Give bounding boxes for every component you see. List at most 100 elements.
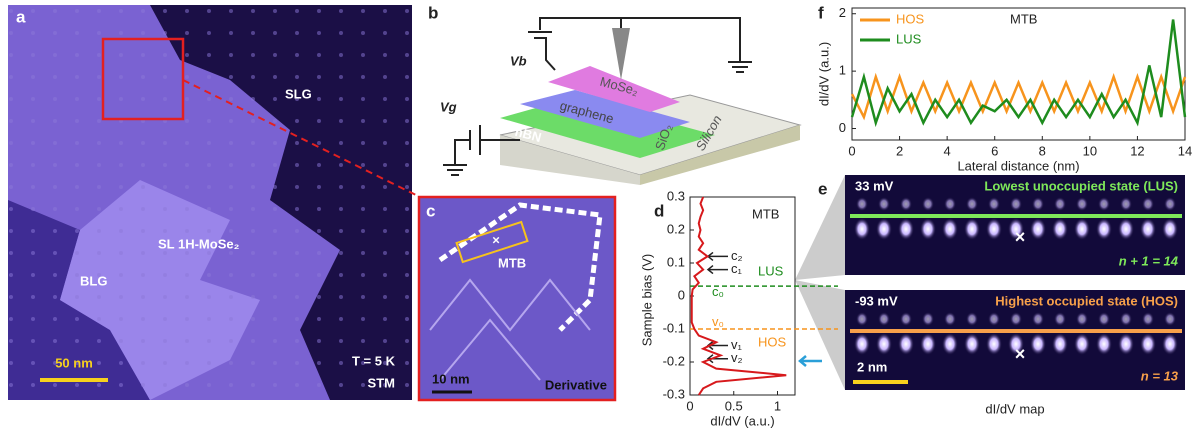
- blob: [1140, 333, 1156, 355]
- tip: [612, 28, 630, 80]
- mode: Derivative: [545, 377, 607, 392]
- x-tick-label: 0: [848, 143, 855, 158]
- blob: [922, 312, 934, 326]
- y-tick-label: -0.1: [663, 320, 685, 335]
- legend-label: HOS: [896, 11, 925, 26]
- map-features: [854, 197, 1178, 355]
- state: Lowest unoccupied state (LUS): [984, 178, 1178, 193]
- annotation-label: c₀: [712, 284, 724, 299]
- blob: [966, 312, 978, 326]
- blob: [1074, 333, 1090, 355]
- blob: [1162, 333, 1178, 355]
- blob: [1010, 312, 1022, 326]
- state: Highest occupied state (HOS): [995, 293, 1178, 308]
- blob: [1118, 333, 1134, 355]
- y-tick-label: 0: [678, 287, 685, 302]
- annotation-arrow: [706, 251, 728, 261]
- mose2-layer: [548, 66, 680, 112]
- x-tick-label: 2: [896, 143, 903, 158]
- cross: ×: [1015, 344, 1026, 364]
- x-tick-label: 0.5: [725, 398, 743, 413]
- x-axis-label: Lateral distance (nm): [957, 158, 1079, 173]
- blob: [898, 333, 914, 355]
- bias: -93 mV: [855, 293, 898, 308]
- x-axis-label: dI/dV (a.u.): [710, 413, 774, 428]
- blob: [1030, 333, 1046, 355]
- domain-lines: [429, 278, 591, 381]
- legend-label: LUS: [896, 31, 922, 46]
- graphene-layer: [520, 90, 690, 138]
- substrate-side: [500, 135, 640, 185]
- mode: STM: [368, 375, 395, 390]
- blob: [1008, 218, 1024, 240]
- blob: [966, 197, 978, 211]
- region-label: BLG: [80, 273, 107, 288]
- blob: [1164, 312, 1176, 326]
- scale-label: 2 nm: [857, 359, 887, 374]
- annotation-arrow: [706, 265, 728, 275]
- reference-label: HOS: [758, 334, 787, 349]
- panel-label: b: [428, 3, 438, 22]
- blob: [1054, 312, 1066, 326]
- blob: [1008, 333, 1024, 355]
- blob: [854, 333, 870, 355]
- blob: [944, 197, 956, 211]
- annotation-label: v₀: [712, 314, 724, 329]
- y-tick-label: 1: [839, 63, 846, 78]
- panel-label: e: [818, 179, 827, 198]
- x-tick-label: 14: [1178, 143, 1192, 158]
- blob: [1142, 197, 1154, 211]
- y-tick-label: 0.2: [667, 221, 685, 236]
- blob: [1076, 312, 1088, 326]
- count: n + 1 = 14: [1119, 253, 1179, 268]
- x-tick-label: 4: [944, 143, 951, 158]
- blob: [1074, 218, 1090, 240]
- y-tick-label: 0.1: [667, 254, 685, 269]
- bias: 33 mV: [855, 178, 894, 193]
- blob: [854, 218, 870, 240]
- blob: [944, 312, 956, 326]
- blob: [920, 333, 936, 355]
- blob: [876, 333, 892, 355]
- annotation: MTB: [752, 206, 779, 221]
- blob: [1032, 197, 1044, 211]
- circuit: [443, 17, 752, 176]
- gate-label: Vg: [440, 99, 457, 114]
- axes: [689, 196, 796, 396]
- cross: ×: [1015, 227, 1026, 247]
- blob: [986, 218, 1002, 240]
- annotation-label: v₂: [731, 350, 743, 365]
- panel-label: d: [654, 201, 664, 220]
- blob: [1054, 197, 1066, 211]
- x-tick-label: 8: [1039, 143, 1046, 158]
- blob: [1076, 197, 1088, 211]
- bias-label: Vb: [510, 53, 527, 68]
- series-line: [850, 72, 1187, 121]
- blob: [1140, 218, 1156, 240]
- panel-c: × c MTB 10 nm Derivative: [417, 195, 617, 402]
- blob: [1010, 197, 1022, 211]
- texture: [8, 5, 412, 400]
- edge: [438, 202, 603, 332]
- blob: [900, 312, 912, 326]
- blob: [942, 333, 958, 355]
- blob: [1120, 312, 1132, 326]
- scale-label: 10 nm: [432, 371, 470, 386]
- y-axis-label: Sample bias (V): [639, 254, 654, 346]
- axes: [851, 7, 1186, 141]
- y-tick-label: 0.3: [667, 188, 685, 203]
- panel-label: a: [16, 7, 26, 26]
- count: n = 13: [1141, 368, 1179, 383]
- panel-e: e × × 33 mV Lowest unoccupied state (LUS…: [795, 175, 1185, 416]
- blob: [856, 197, 868, 211]
- blob: [876, 218, 892, 240]
- blob: [988, 197, 1000, 211]
- x-tick-label: 12: [1130, 143, 1144, 158]
- connector: [795, 175, 845, 390]
- y-axis-label: dI/dV (a.u.): [816, 42, 831, 106]
- annotation-label: v₁: [731, 337, 743, 352]
- y-tick-label: 2: [839, 5, 846, 20]
- blob: [1120, 197, 1132, 211]
